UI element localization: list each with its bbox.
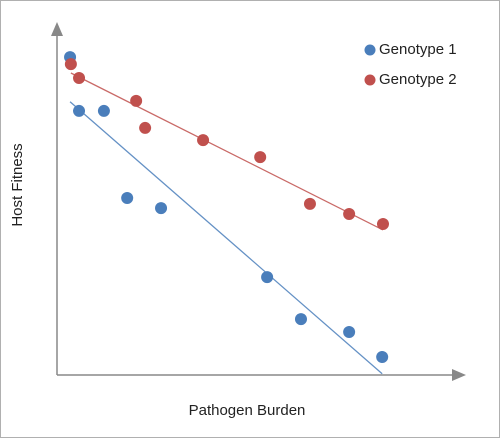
legend-marker — [364, 44, 376, 56]
point — [139, 121, 152, 134]
point — [261, 271, 274, 284]
legend-marker — [364, 74, 376, 86]
point — [343, 325, 356, 338]
legend-label: Genotype 1 — [379, 41, 457, 58]
point — [121, 192, 134, 205]
point — [343, 207, 356, 220]
point — [64, 58, 77, 71]
y-axis-arrow — [51, 22, 63, 36]
point — [197, 134, 210, 147]
point — [294, 313, 307, 326]
trend-line — [69, 101, 383, 375]
point — [155, 202, 168, 215]
x-axis-label: Pathogen Burden — [189, 402, 306, 419]
point — [73, 71, 86, 84]
point — [130, 94, 143, 107]
point — [97, 104, 110, 117]
trend-line — [70, 72, 384, 231]
legend-label: Genotype 2 — [379, 71, 457, 88]
point — [376, 218, 389, 231]
y-axis-label: Host Fitness — [9, 143, 26, 226]
point — [73, 104, 86, 117]
point — [254, 151, 267, 164]
point — [303, 197, 316, 210]
point — [376, 350, 389, 363]
x-axis-arrow — [452, 369, 466, 381]
